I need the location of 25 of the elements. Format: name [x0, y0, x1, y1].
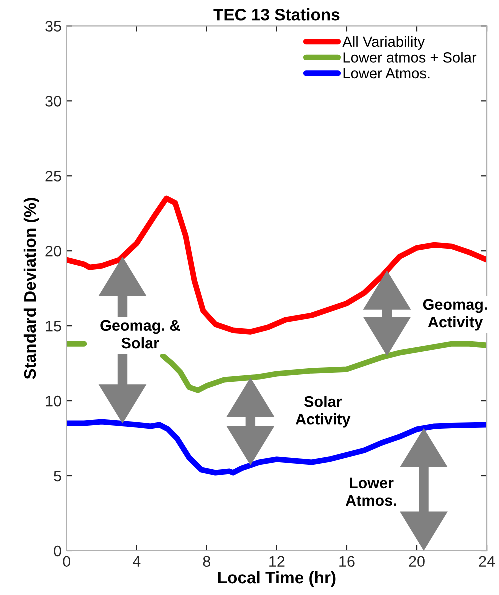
y-tick-label: 20: [46, 246, 62, 257]
y-tick-label: 10: [46, 396, 62, 407]
chart-title: TEC 13 Stations: [214, 8, 340, 21]
legend-label: All Variability: [342, 36, 426, 50]
y-tick-label: 5: [54, 471, 62, 482]
annotation: Geomag. & Solar: [100, 320, 180, 349]
x-tick-label: 20: [409, 556, 425, 568]
y-tick-label: 0: [54, 546, 62, 557]
x-axis-title: Local Time (hr): [218, 571, 336, 587]
y-tick-label: 25: [46, 170, 62, 182]
x-tick-label: 8: [203, 556, 211, 568]
legend-label: Lower atmos + Solar: [344, 52, 477, 63]
annotation: Solar Activity: [296, 396, 351, 428]
y-tick-label: 30: [46, 96, 62, 107]
annotation: Lower Atmos.: [346, 478, 396, 506]
x-tick-label: 0: [63, 556, 71, 568]
x-tick-label: 24: [479, 556, 496, 567]
y-tick-label: 35: [46, 21, 62, 32]
legend-label: Lower Atmos.: [344, 68, 430, 79]
annotation: Geomag. Activity: [423, 299, 488, 331]
x-tick-label: 16: [340, 556, 355, 568]
y-tick-label: 15: [46, 321, 62, 332]
x-tick-label: 4: [132, 556, 141, 567]
x-tick-label: 12: [270, 556, 285, 567]
y-axis-title: Standard Deviation (%): [24, 198, 40, 380]
